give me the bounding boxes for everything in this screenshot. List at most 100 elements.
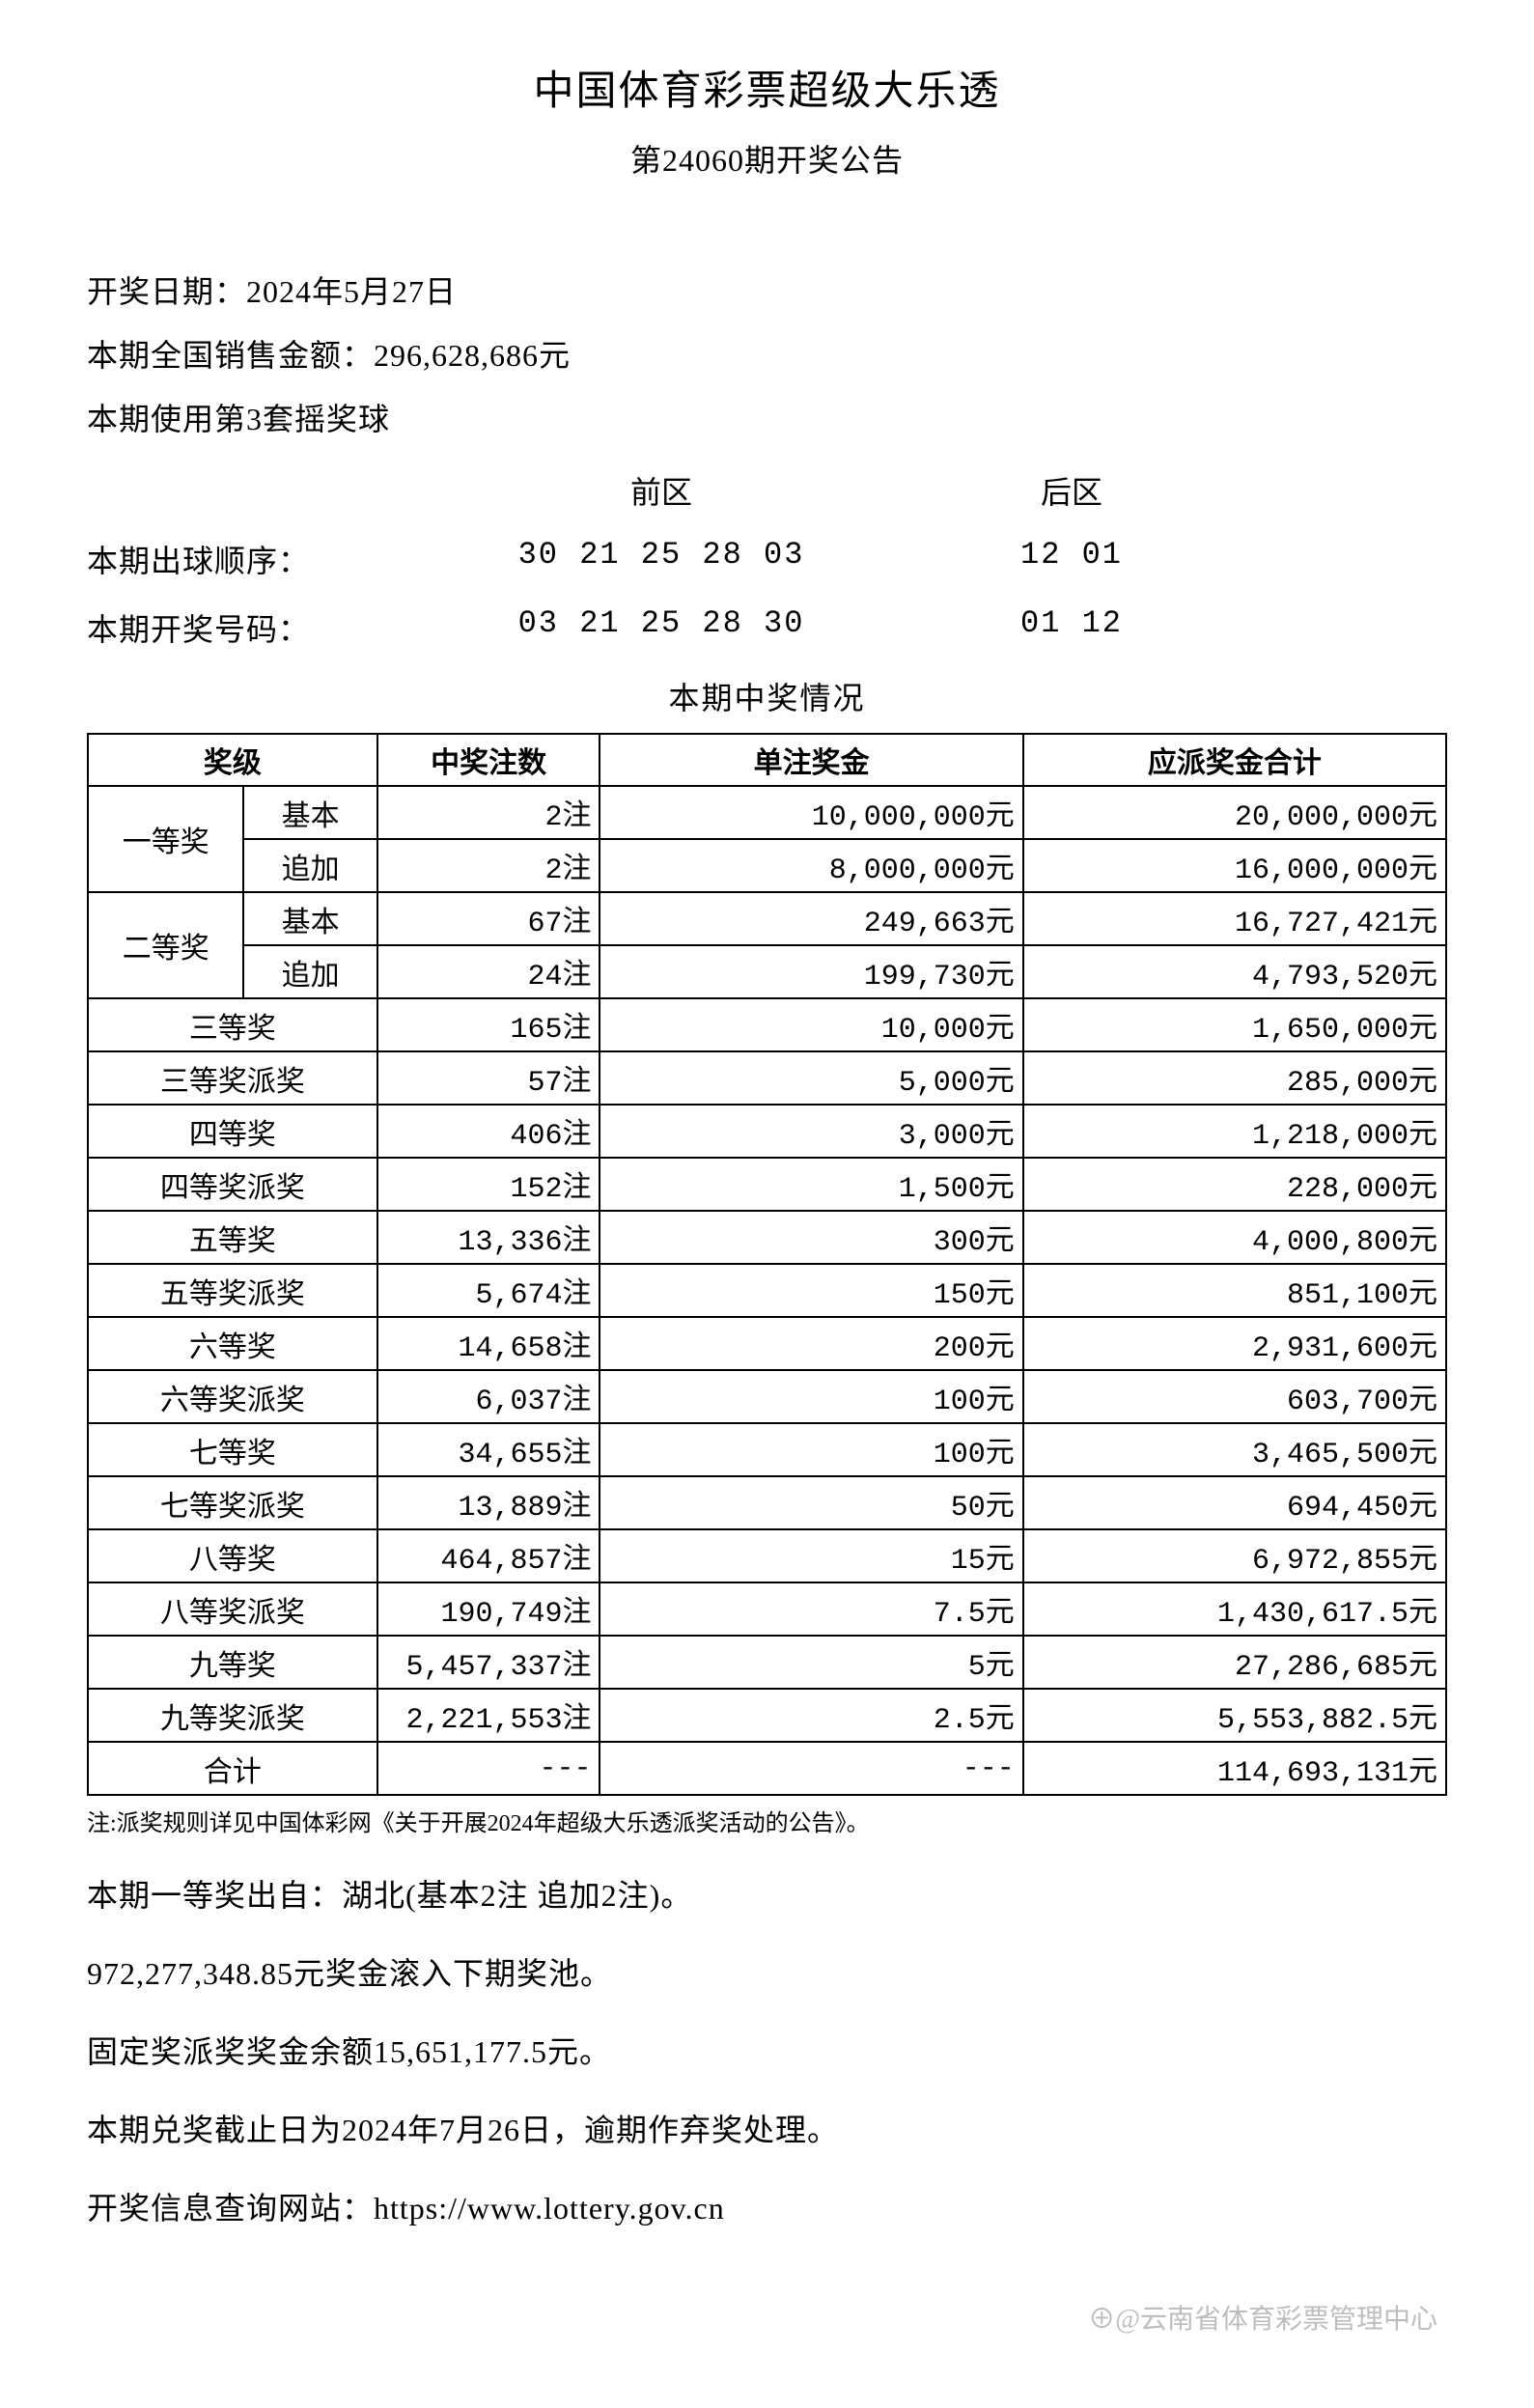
second-basic-total: 16,727,421元 <box>1023 892 1446 945</box>
table-header-row: 奖级 中奖注数 单注奖金 应派奖金合计 <box>88 734 1446 786</box>
prize-name: 四等奖 <box>88 1105 377 1158</box>
prize-count: 464,857注 <box>377 1529 600 1582</box>
second-add-total: 4,793,520元 <box>1023 945 1446 998</box>
prize-total: 27,286,685元 <box>1023 1636 1446 1689</box>
bottom-line-5: 开奖信息查询网站：https://www.lottery.gov.cn <box>87 2184 1447 2228</box>
prize-total: 285,000元 <box>1023 1051 1446 1105</box>
prize-name: 五等奖派奖 <box>88 1264 377 1317</box>
table-row: 六等奖派奖6,037注100元603,700元 <box>88 1370 1446 1423</box>
table-row: 追加 24注 199,730元 4,793,520元 <box>88 945 1446 998</box>
prize-total: 1,218,000元 <box>1023 1105 1446 1158</box>
draw-date: 开奖日期：2024年5月27日 <box>87 267 1447 312</box>
prize-count: 165注 <box>377 998 600 1051</box>
prize-per: 5,000元 <box>600 1051 1022 1105</box>
col-count: 中奖注数 <box>377 734 600 786</box>
prize-per: 2.5元 <box>600 1689 1022 1742</box>
winning-row: 本期开奖号码： 03 21 25 28 30 01 12 <box>87 605 1447 650</box>
first-basic-count: 2注 <box>377 786 600 839</box>
prize-per: 100元 <box>600 1370 1022 1423</box>
info-section: 开奖日期：2024年5月27日 本期全国销售金额：296,628,686元 本期… <box>87 267 1447 439</box>
table-row: 三等奖派奖57注5,000元285,000元 <box>88 1051 1446 1105</box>
prize-name: 四等奖派奖 <box>88 1158 377 1211</box>
sum-total: 114,693,131元 <box>1023 1742 1446 1795</box>
main-title: 中国体育彩票超级大乐透 <box>87 58 1447 117</box>
prize-count: 13,889注 <box>377 1476 600 1529</box>
prize-total: 6,972,855元 <box>1023 1529 1446 1582</box>
draw-order-row: 本期出球顺序： 30 21 25 28 03 12 01 <box>87 537 1447 581</box>
table-row: 六等奖14,658注200元2,931,600元 <box>88 1317 1446 1370</box>
prize-total: 228,000元 <box>1023 1158 1446 1211</box>
bottom-line-1: 本期一等奖出自：湖北(基本2注 追加2注)。 <box>87 1871 1447 1916</box>
prize-name: 八等奖派奖 <box>88 1582 377 1636</box>
prize-count: 14,658注 <box>377 1317 600 1370</box>
table-row: 二等奖 基本 67注 249,663元 16,727,421元 <box>88 892 1446 945</box>
prize-per: 50元 <box>600 1476 1022 1529</box>
prize-per: 1,500元 <box>600 1158 1022 1211</box>
table-row: 三等奖165注10,000元1,650,000元 <box>88 998 1446 1051</box>
draw-order-front: 30 21 25 28 03 <box>396 537 927 581</box>
prize-count: 13,336注 <box>377 1211 600 1264</box>
prize-per: 3,000元 <box>600 1105 1022 1158</box>
winning-back: 01 12 <box>927 605 1216 650</box>
draw-order-back: 12 01 <box>927 537 1216 581</box>
col-level: 奖级 <box>88 734 377 786</box>
prize-per: 7.5元 <box>600 1582 1022 1636</box>
col-per: 单注奖金 <box>600 734 1022 786</box>
prize-per: 15元 <box>600 1529 1022 1582</box>
ball-set: 本期使用第3套摇奖球 <box>87 395 1447 439</box>
table-row-sum: 合计------114,693,131元 <box>88 1742 1446 1795</box>
prize-per: 100元 <box>600 1423 1022 1476</box>
prize-name: 六等奖 <box>88 1317 377 1370</box>
prize-total: 5,553,882.5元 <box>1023 1689 1446 1742</box>
sales-amount: 本期全国销售金额：296,628,686元 <box>87 331 1447 376</box>
prize-total: 4,000,800元 <box>1023 1211 1446 1264</box>
col-total: 应派奖金合计 <box>1023 734 1446 786</box>
prize-count: 2,221,553注 <box>377 1689 600 1742</box>
table-row: 八等奖派奖190,749注7.5元1,430,617.5元 <box>88 1582 1446 1636</box>
prize-total: 1,430,617.5元 <box>1023 1582 1446 1636</box>
prize-name: 九等奖 <box>88 1636 377 1689</box>
second-basic-per: 249,663元 <box>600 892 1022 945</box>
table-row: 九等奖派奖2,221,553注2.5元5,553,882.5元 <box>88 1689 1446 1742</box>
bottom-line-4: 本期兑奖截止日为2024年7月26日，逾期作弃奖处理。 <box>87 2106 1447 2150</box>
second-add-count: 24注 <box>377 945 600 998</box>
first-add-count: 2注 <box>377 839 600 892</box>
prize-total: 1,650,000元 <box>1023 998 1446 1051</box>
document-container: 中国体育彩票超级大乐透 第24060期开奖公告 开奖日期：2024年5月27日 … <box>87 58 1447 2228</box>
prize-per: 10,000元 <box>600 998 1022 1051</box>
second-add-label: 追加 <box>243 945 377 998</box>
first-add-total: 16,000,000元 <box>1023 839 1446 892</box>
watermark: ⊕@云南省体育彩票管理中心 <box>1088 2298 1437 2337</box>
sum-per: --- <box>600 1742 1022 1795</box>
number-headers: 前区 后区 <box>87 468 1447 513</box>
table-row: 七等奖34,655注100元3,465,500元 <box>88 1423 1446 1476</box>
second-basic-label: 基本 <box>243 892 377 945</box>
prize-name: 八等奖 <box>88 1529 377 1582</box>
sum-count: --- <box>377 1742 600 1795</box>
prize-section-title: 本期中奖情况 <box>87 674 1447 718</box>
first-basic-label: 基本 <box>243 786 377 839</box>
prize-count: 406注 <box>377 1105 600 1158</box>
table-footnote: 注:派奖规则详见中国体彩网《关于开展2024年超级大乐透派奖活动的公告》。 <box>87 1804 1447 1837</box>
prize-name: 三等奖派奖 <box>88 1051 377 1105</box>
subtitle: 第24060期开奖公告 <box>87 136 1447 181</box>
prize-per: 300元 <box>600 1211 1022 1264</box>
prize-total: 3,465,500元 <box>1023 1423 1446 1476</box>
prize-name: 七等奖派奖 <box>88 1476 377 1529</box>
table-row: 九等奖5,457,337注5元27,286,685元 <box>88 1636 1446 1689</box>
prize-table: 奖级 中奖注数 单注奖金 应派奖金合计 一等奖 基本 2注 10,000,000… <box>87 733 1447 1796</box>
prize-count: 6,037注 <box>377 1370 600 1423</box>
prize-total: 2,931,600元 <box>1023 1317 1446 1370</box>
front-area-header: 前区 <box>396 468 927 513</box>
table-row: 五等奖派奖5,674注150元851,100元 <box>88 1264 1446 1317</box>
second-basic-count: 67注 <box>377 892 600 945</box>
bottom-line-2: 972,277,348.85元奖金滚入下期奖池。 <box>87 1949 1447 1994</box>
prize-count: 152注 <box>377 1158 600 1211</box>
sum-name: 合计 <box>88 1742 377 1795</box>
prize-name: 七等奖 <box>88 1423 377 1476</box>
prize-name: 五等奖 <box>88 1211 377 1264</box>
bottom-line-3: 固定奖派奖奖金余额15,651,177.5元。 <box>87 2028 1447 2072</box>
table-row: 五等奖13,336注300元4,000,800元 <box>88 1211 1446 1264</box>
first-add-label: 追加 <box>243 839 377 892</box>
prize-name: 九等奖派奖 <box>88 1689 377 1742</box>
